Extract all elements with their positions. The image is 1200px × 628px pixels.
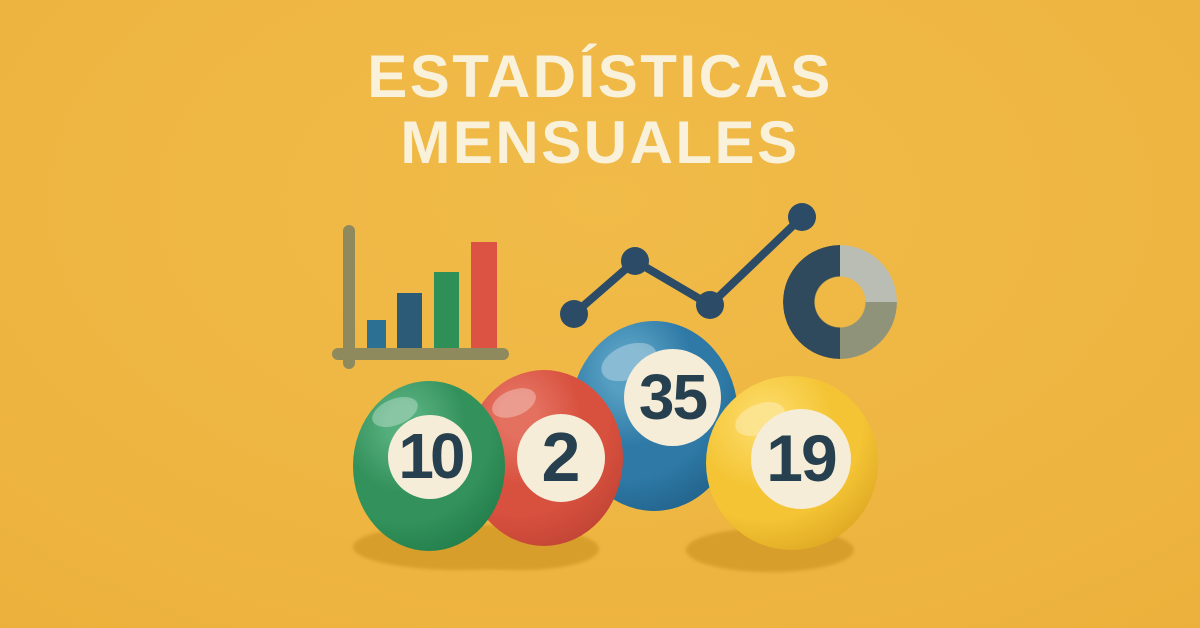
donut-chart-icon (783, 245, 897, 359)
ball-number-circle: 10 (388, 415, 472, 499)
bar (434, 272, 459, 355)
ball-number-circle: 2 (517, 414, 605, 502)
bar (397, 293, 422, 355)
lottery-ball-yellow: 19 (706, 376, 878, 550)
bar (367, 320, 386, 355)
line-chart-icon (560, 203, 816, 328)
bar-chart-icon (332, 225, 514, 377)
ball-number-circle: 19 (751, 409, 851, 509)
ball-number: 19 (766, 421, 837, 495)
bar-chart-y-axis (343, 225, 355, 369)
ball-number-circle: 35 (624, 349, 721, 446)
ball-number: 2 (541, 418, 581, 496)
line-path (570, 213, 806, 318)
ball-number: 35 (638, 360, 708, 433)
line-dot (560, 300, 588, 328)
line-dot (788, 203, 816, 231)
ball-highlight (487, 382, 541, 424)
title-line-1: ESTADÍSTICAS (367, 43, 833, 110)
line-dot (696, 291, 724, 319)
line-dot (621, 247, 649, 275)
title-line-2: MENSUALES (400, 109, 800, 176)
poster-title: ESTADÍSTICAS MENSUALES (0, 44, 1200, 176)
bar (471, 242, 497, 355)
bar-chart-x-axis (332, 348, 509, 360)
lottery-ball-green: 10 (353, 381, 505, 551)
ball-number: 10 (398, 420, 465, 492)
